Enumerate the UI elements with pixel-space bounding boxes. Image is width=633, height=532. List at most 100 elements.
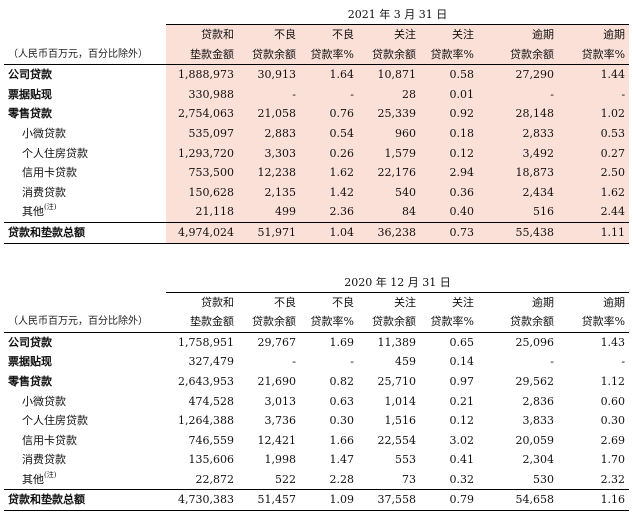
col-header-overdue-ratio: 逾期 <box>603 295 626 309</box>
total-label: 贷款和垫款总额 <box>4 221 166 244</box>
table-cell: 1.69 <box>329 335 355 349</box>
table-cell: - <box>550 355 554 369</box>
table-cell: 330,988 <box>166 84 238 105</box>
table-row: 零售贷款 2,754,063 21,058 0.76 25,339 0.92 28,148 1… <box>4 104 630 124</box>
table-cell: 29,767 <box>257 335 297 349</box>
col-subheader: 贷款余额 <box>238 312 300 333</box>
col-header-npl-ratio: 不良 <box>332 295 354 309</box>
table-cell: 0.14 <box>449 355 475 369</box>
total-row: 贷款和垫款总额 4,974,024 51,971 1.04 36,238 0.73 55,4… <box>4 221 630 244</box>
table-cell: 18,873 <box>478 163 558 183</box>
table-cell: 2,643,953 <box>178 374 234 388</box>
col-header-special-mention-ratio: 关注 <box>420 24 478 45</box>
table-cell: 474,528 <box>188 394 235 408</box>
table-cell: 30,913 <box>238 64 300 85</box>
row-label: 小微贷款 <box>4 123 166 144</box>
row-label: 票据贴现 <box>4 352 166 372</box>
table-row: 小微贷款 535,097 2,883 0.54 960 0.18 2,833 0.53 <box>4 123 630 144</box>
row-label: 零售贷款 <box>4 104 166 124</box>
column-header-row-1: 贷款和 不良 不良 关注 关注 逾期 逾期 <box>4 292 629 312</box>
table-cell: - <box>292 355 296 369</box>
column-header-row-1: 贷款和 不良 不良 关注 关注 逾期 逾期 <box>4 24 630 45</box>
table-cell: 135,606 <box>188 453 235 467</box>
table-cell: 2,304 <box>522 453 555 467</box>
table-cell: 29,562 <box>515 374 555 388</box>
row-label: 零售贷款 <box>4 372 166 392</box>
table-cell: 21,690 <box>257 374 297 388</box>
row-label: 公司贷款 <box>4 332 166 352</box>
table-cell: 530 <box>533 472 554 486</box>
table-cell: 1.12 <box>600 374 626 388</box>
table-cell: 0.36 <box>420 182 478 203</box>
table-cell: 0.60 <box>600 394 626 408</box>
col-header-loan-amount: 贷款和 <box>201 295 234 309</box>
table-cell: 0.21 <box>449 394 475 408</box>
table-cell: 1,888,973 <box>166 64 238 85</box>
row-label: 其他(注) <box>4 470 166 490</box>
table-cell: 0.18 <box>420 123 478 144</box>
total-cell: 1.11 <box>558 221 630 244</box>
table-cell: 2,135 <box>238 182 300 203</box>
table-row: 消费贷款 135,606 1,998 1.47 553 0.41 2,304 1.70 <box>4 450 629 470</box>
row-label-text: 信用卡贷款 <box>22 166 77 180</box>
table-cell: 3,492 <box>478 143 558 164</box>
table-row: 小微贷款 474,528 3,013 0.63 1,014 0.21 2,836 0.60 <box>4 392 629 412</box>
table-cell: - <box>478 84 558 105</box>
col-subheader: 贷款率% <box>558 44 630 66</box>
table-cell: 535,097 <box>166 123 238 144</box>
table-cell: 499 <box>238 202 300 223</box>
row-label: 其他(注) <box>4 202 166 223</box>
total-cell: 4,974,024 <box>166 221 238 244</box>
table-cell: 21,058 <box>238 104 300 124</box>
table-row: 零售贷款 2,643,953 21,690 0.82 25,710 0.97 29,562 1… <box>4 372 629 392</box>
table-cell: 0.12 <box>449 414 475 428</box>
table-cell: 1.64 <box>300 64 358 85</box>
table-cell: 12,421 <box>257 433 297 447</box>
table-row: 个人住房贷款 1,264,388 3,736 0.30 1,516 0.12 3,833 0.… <box>4 411 629 431</box>
table-cell: 84 <box>358 202 420 223</box>
col-header-npl: 不良 <box>238 24 300 45</box>
row-label: 小微贷款 <box>4 392 166 412</box>
table-cell: 0.27 <box>558 143 630 164</box>
table-cell: 25,710 <box>377 374 417 388</box>
col-header-loan-amount: 贷款和 <box>166 24 238 45</box>
table-cell: 327,479 <box>188 355 235 369</box>
row-label-text: 其他 <box>22 205 44 219</box>
row-label: 公司贷款 <box>4 64 166 85</box>
table-cell: 0.92 <box>420 104 478 124</box>
total-cell: 55,438 <box>478 221 558 244</box>
table-cell: 25,339 <box>358 104 420 124</box>
table-cell: 12,238 <box>238 163 300 183</box>
period-title: 2020 年 12 月 31 日 <box>166 273 630 293</box>
table-cell: 21,118 <box>166 202 238 223</box>
table-cell: 0.41 <box>449 453 475 467</box>
col-header-special-mention: 关注 <box>394 295 416 309</box>
row-label: 票据贴现 <box>4 84 166 105</box>
table-cell: 0.12 <box>420 143 478 164</box>
table-cell: 0.53 <box>558 123 630 144</box>
table-cell: 0.30 <box>329 414 355 428</box>
total-cell: 0.73 <box>420 221 478 244</box>
table-row: 公司贷款 1,758,951 29,767 1.69 11,389 0.65 25,096 1… <box>4 332 629 352</box>
table-cell: 28 <box>358 84 420 105</box>
row-label-text: 其他 <box>22 472 44 486</box>
footnote-marker: (注) <box>44 470 57 479</box>
period-header-row: 2021 年 3 月 31 日 <box>4 6 630 25</box>
table-cell: 1,014 <box>384 394 417 408</box>
col-subheader: 贷款余额 <box>478 312 558 333</box>
table-cell: 10,871 <box>358 64 420 85</box>
row-label-text: 公司贷款 <box>8 335 52 349</box>
table-cell: 11,389 <box>377 335 417 349</box>
row-label-text: 个人住房贷款 <box>22 146 88 160</box>
col-subheader: 垫款金额 <box>166 44 238 66</box>
row-label: 消费贷款 <box>4 450 166 470</box>
table-cell: 1,293,720 <box>166 143 238 164</box>
period-title: 2021 年 3 月 31 日 <box>166 6 630 25</box>
table-cell: 2.44 <box>558 202 630 223</box>
table-cell: 2,434 <box>478 182 558 203</box>
col-subheader: 贷款率% <box>300 44 358 66</box>
loan-quality-table-2021q1: 2021 年 3 月 31 日 贷款和 不良 不良 关注 关注 逾期 逾期 （人… <box>4 6 630 244</box>
col-subheader: 贷款率% <box>420 44 478 66</box>
table-cell: 2,836 <box>522 394 555 408</box>
row-label: 信用卡贷款 <box>4 431 166 451</box>
